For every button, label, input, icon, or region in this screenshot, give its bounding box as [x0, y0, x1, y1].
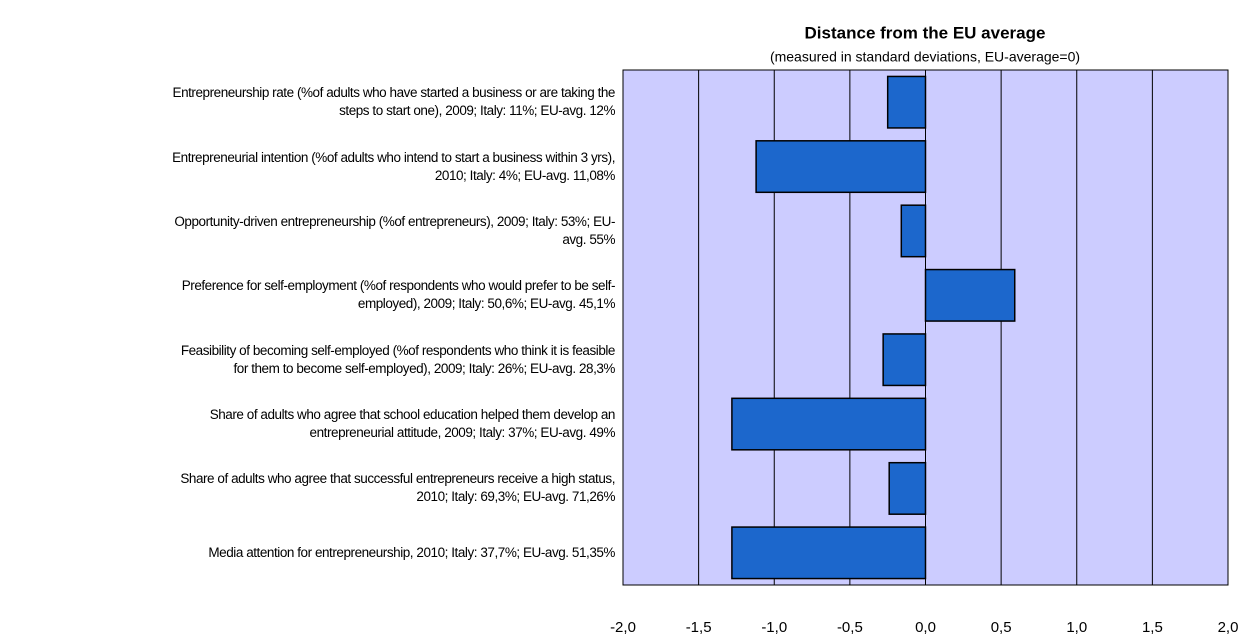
x-tick-label: 1,0: [1066, 619, 1087, 636]
category-label: Share of adults who agree that school ed…: [209, 407, 616, 441]
category-label: Media attention for entrepreneurship, 20…: [208, 544, 615, 560]
bar: [924, 268, 1016, 322]
bar: [886, 75, 927, 129]
plot-border: [622, 69, 1229, 586]
bar: [888, 461, 927, 515]
chart-subtitle: (measured in standard deviations, EU-ave…: [770, 49, 1080, 65]
category-label: Preference for self-employment (%of resp…: [181, 278, 616, 312]
x-tick-label: 0,0: [915, 619, 936, 636]
x-tick-label: -1,0: [761, 619, 787, 636]
x-tick-label: -2,0: [610, 619, 636, 636]
x-tick-label: 1,5: [1142, 619, 1163, 636]
chart-title: Distance from the EU average: [805, 23, 1046, 42]
category-label: Entrepreneurship rate (%of adults who ha…: [172, 85, 616, 119]
category-label: Entrepreneurial intention (%of adults wh…: [172, 149, 615, 183]
category-label: Opportunity-driven entrepreneurship (%of…: [174, 213, 615, 247]
x-tick-label: -0,5: [837, 619, 863, 636]
x-tick-label: -1,5: [686, 619, 712, 636]
bar: [900, 204, 927, 258]
bar: [731, 397, 927, 451]
bar: [755, 140, 927, 194]
bar: [731, 526, 927, 580]
x-tick-label: 0,5: [991, 619, 1012, 636]
x-tick-label: 2,0: [1218, 619, 1239, 636]
category-label: Share of adults who agree that successfu…: [180, 471, 615, 505]
category-label: Feasibility of becoming self-employed (%…: [180, 342, 616, 376]
bar: [882, 333, 927, 387]
